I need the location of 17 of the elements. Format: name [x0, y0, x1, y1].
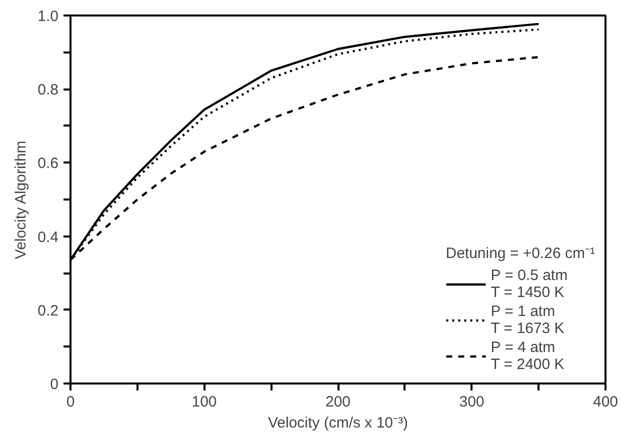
x-tick-label: 300: [459, 394, 484, 410]
x-tick-label: 400: [592, 394, 618, 410]
y-tick-label: 0: [50, 376, 58, 393]
legend-label: P = 4 atm T = 2400 K: [490, 339, 564, 373]
legend-label: P = 0.5 atm T = 1450 K: [490, 267, 568, 301]
x-tick-label: 200: [325, 394, 351, 410]
legend-label: P = 1 atm T = 1673 K: [490, 303, 564, 337]
y-tick-label: 0.2: [38, 302, 59, 320]
x-tick-label: 0: [66, 394, 75, 410]
legend-title: Detuning = +0.26 cm⁻¹: [446, 244, 595, 262]
x-tick-label: 100: [192, 394, 217, 410]
y-tick-label: 0.6: [38, 155, 59, 172]
y-tick-label: 0.4: [38, 228, 59, 246]
y-axis-title: Velocity Algorithm: [12, 140, 30, 260]
y-tick-label: 0.8: [38, 82, 59, 99]
x-axis-title: Velocity (cm/s x 10⁻³): [268, 414, 408, 432]
text: 1.0: [38, 8, 59, 25]
